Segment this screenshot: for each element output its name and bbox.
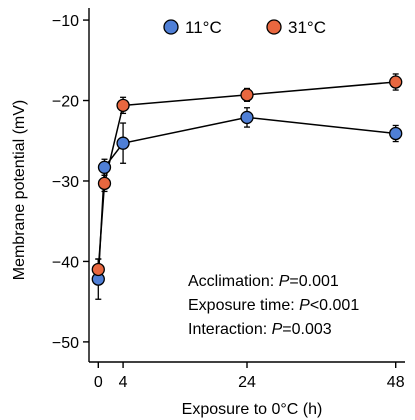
- y-tick-label: −20: [52, 94, 79, 111]
- legend-marker: [163, 19, 179, 35]
- data-point-0: [389, 126, 403, 141]
- series-line-0: [97, 116, 396, 280]
- data-point-1: [91, 262, 105, 277]
- y-tick-label: −30: [52, 174, 79, 191]
- x-tick-label: 24: [238, 374, 256, 391]
- data-point-1: [389, 75, 403, 89]
- x-tick-label: 0: [94, 374, 103, 391]
- data-point-1: [116, 98, 130, 112]
- x-tick-label: 4: [119, 374, 128, 391]
- x-axis-title: Exposure to 0°C (h): [182, 401, 323, 418]
- legend-label: 31°C: [288, 18, 326, 37]
- stat-line: Interaction: P=0.003: [188, 321, 332, 338]
- legend-label: 11°C: [185, 18, 222, 37]
- axes: −10 −20 −30 −40 −50 0 4 24 48 Exposure to 0°C (h)…: [11, 8, 405, 418]
- y-tick-label: −50: [52, 335, 79, 352]
- legend: 11°C 31°C: [163, 18, 326, 37]
- stat-line: Acclimation: P=0.001: [188, 273, 339, 290]
- data-point-0: [116, 136, 130, 150]
- statistics-annotation: Acclimation: P=0.001 Exposure time: P<0.0…: [188, 273, 359, 338]
- y-tick-label: −10: [52, 13, 79, 30]
- y-tick-label: −40: [52, 254, 79, 271]
- stat-line: Exposure time: P<0.001: [188, 297, 359, 314]
- legend-marker: [266, 19, 282, 35]
- x-tick-label: 48: [387, 374, 405, 391]
- data-point-1: [97, 176, 112, 191]
- data-point-0: [240, 110, 254, 125]
- data-point-0: [97, 160, 112, 174]
- data-points: [91, 75, 403, 286]
- error-bars: [95, 73, 399, 300]
- y-axis-title: Membrane potential (mV): [11, 100, 28, 281]
- data-point-1: [240, 88, 254, 102]
